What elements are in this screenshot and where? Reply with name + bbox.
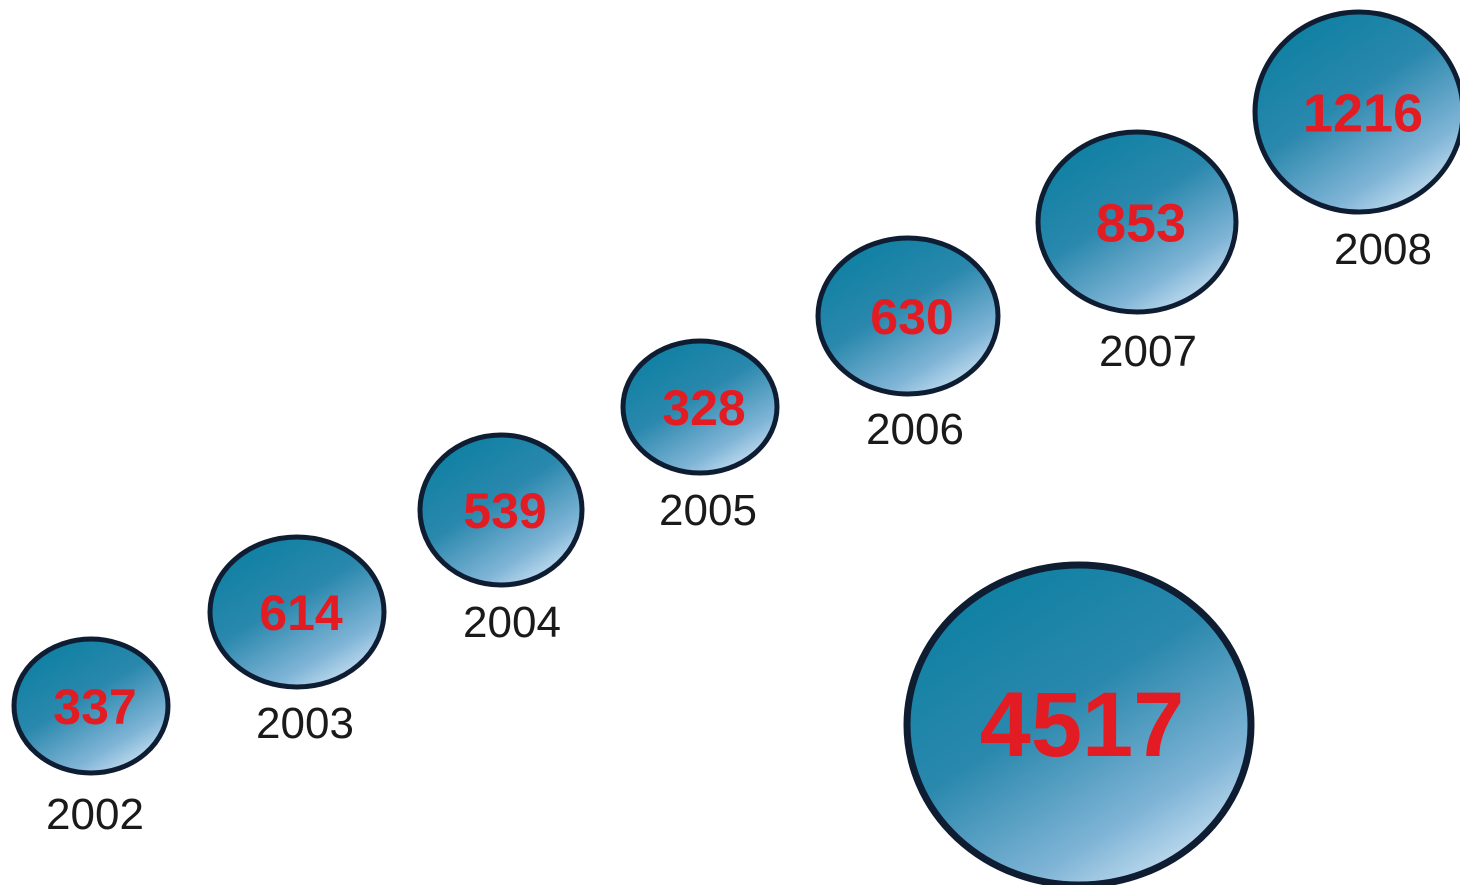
total-bubble: 4517 [903, 561, 1255, 885]
bubble-value-label: 328 [662, 380, 745, 436]
bubble-circle [1252, 9, 1460, 215]
bubble-2003: 614 2003 [207, 534, 387, 748]
year-label: 2008 [1334, 225, 1432, 274]
year-label: 2004 [463, 598, 561, 647]
bubble-value-label: 1216 [1303, 83, 1423, 143]
total-value-label: 4517 [980, 674, 1185, 776]
total-bubble-circle [903, 561, 1255, 885]
year-label: 2005 [659, 486, 757, 535]
year-label: 2007 [1099, 327, 1197, 376]
bubble-2007: 853 2007 [1035, 129, 1239, 376]
bubble-2005: 328 2005 [620, 338, 780, 535]
bubble-2002: 337 2002 [11, 636, 171, 839]
bubble-circle [1035, 129, 1239, 315]
bubble-circle [815, 235, 1001, 397]
bubble-value-label: 630 [870, 289, 953, 345]
bubble-circle [417, 432, 585, 588]
bubble-value-label: 853 [1096, 193, 1186, 253]
bubble-2008: 1216 2008 [1252, 9, 1460, 274]
bubble-value-label: 614 [259, 585, 343, 641]
year-label: 2003 [256, 699, 354, 748]
year-label: 2006 [866, 405, 964, 454]
bubble-circle [11, 636, 171, 776]
bubble-2006: 630 2006 [815, 235, 1001, 454]
year-label: 2002 [46, 790, 144, 839]
bubble-circle [207, 534, 387, 690]
bubble-circle [620, 338, 780, 476]
bubble-2004: 539 2004 [417, 432, 585, 647]
bubble-value-label: 337 [53, 679, 136, 735]
bubble-value-label: 539 [463, 483, 546, 539]
